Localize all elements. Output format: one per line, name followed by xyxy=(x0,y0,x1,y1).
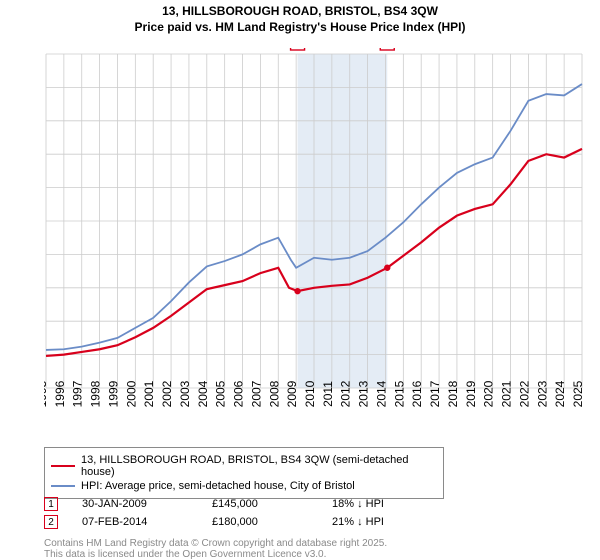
svg-text:1997: 1997 xyxy=(71,380,85,407)
title-line-2: Price paid vs. HM Land Registry's House … xyxy=(0,20,600,36)
chart-container: 13, HILLSBOROUGH ROAD, BRISTOL, BS4 3QW … xyxy=(0,0,600,560)
svg-text:2009: 2009 xyxy=(285,380,299,407)
svg-text:2010: 2010 xyxy=(303,380,317,407)
svg-text:2013: 2013 xyxy=(357,380,371,407)
footnote: Contains HM Land Registry data © Crown c… xyxy=(44,538,387,560)
svg-text:2008: 2008 xyxy=(267,380,281,407)
svg-text:1: 1 xyxy=(295,48,301,50)
sales-row-1: 1 30-JAN-2009 £145,000 18% ↓ HPI xyxy=(44,497,514,511)
svg-text:2011: 2011 xyxy=(321,381,335,407)
sales-date-1: 30-JAN-2009 xyxy=(82,498,212,510)
chart-svg: £0£50K£100K£150K£200K£250K£300K£350K£400… xyxy=(44,48,584,428)
sales-price-1: £145,000 xyxy=(212,498,332,510)
svg-text:2003: 2003 xyxy=(178,380,192,407)
footnote-line-2: This data is licensed under the Open Gov… xyxy=(44,549,387,560)
svg-text:2023: 2023 xyxy=(535,380,549,407)
svg-text:2007: 2007 xyxy=(249,380,263,407)
svg-text:2021: 2021 xyxy=(500,380,514,407)
footnote-line-1: Contains HM Land Registry data © Crown c… xyxy=(44,538,387,549)
svg-text:2022: 2022 xyxy=(517,380,531,407)
svg-text:2024: 2024 xyxy=(553,380,567,407)
title-line-1: 13, HILLSBOROUGH ROAD, BRISTOL, BS4 3QW xyxy=(0,4,600,20)
sales-pct-1: 18% ↓ HPI xyxy=(332,498,442,510)
legend-text-red: 13, HILLSBOROUGH ROAD, BRISTOL, BS4 3QW … xyxy=(81,454,437,478)
svg-text:2025: 2025 xyxy=(571,380,584,407)
sales-date-2: 07-FEB-2014 xyxy=(82,516,212,528)
svg-text:1995: 1995 xyxy=(44,380,49,407)
svg-text:2012: 2012 xyxy=(339,380,353,407)
sales-price-2: £180,000 xyxy=(212,516,332,528)
svg-text:2019: 2019 xyxy=(464,380,478,407)
svg-text:2: 2 xyxy=(384,48,390,50)
legend-row-red: 13, HILLSBOROUGH ROAD, BRISTOL, BS4 3QW … xyxy=(51,454,437,478)
svg-text:2004: 2004 xyxy=(196,380,210,407)
svg-text:2005: 2005 xyxy=(214,380,228,407)
svg-text:2020: 2020 xyxy=(482,380,496,407)
svg-text:2000: 2000 xyxy=(124,380,138,407)
svg-text:2006: 2006 xyxy=(232,380,246,407)
legend-swatch-blue xyxy=(51,485,75,487)
svg-text:2016: 2016 xyxy=(410,380,424,407)
legend-text-blue: HPI: Average price, semi-detached house,… xyxy=(81,480,355,492)
sales-marker-1: 1 xyxy=(44,497,58,511)
svg-text:2001: 2001 xyxy=(142,380,156,407)
svg-text:1999: 1999 xyxy=(106,380,120,407)
svg-text:2017: 2017 xyxy=(428,380,442,407)
svg-text:2014: 2014 xyxy=(374,380,388,407)
svg-text:2015: 2015 xyxy=(392,380,406,407)
svg-text:2002: 2002 xyxy=(160,380,174,407)
svg-text:1998: 1998 xyxy=(89,380,103,407)
legend: 13, HILLSBOROUGH ROAD, BRISTOL, BS4 3QW … xyxy=(44,447,444,499)
sales-row-2: 2 07-FEB-2014 £180,000 21% ↓ HPI xyxy=(44,515,514,529)
legend-swatch-red xyxy=(51,465,75,467)
svg-text:1996: 1996 xyxy=(53,380,67,407)
sales-pct-2: 21% ↓ HPI xyxy=(332,516,442,528)
legend-row-blue: HPI: Average price, semi-detached house,… xyxy=(51,480,437,492)
sales-table: 1 30-JAN-2009 £145,000 18% ↓ HPI 2 07-FE… xyxy=(44,493,514,533)
sales-marker-2: 2 xyxy=(44,515,58,529)
title-block: 13, HILLSBOROUGH ROAD, BRISTOL, BS4 3QW … xyxy=(0,0,600,35)
svg-text:2018: 2018 xyxy=(446,380,460,407)
